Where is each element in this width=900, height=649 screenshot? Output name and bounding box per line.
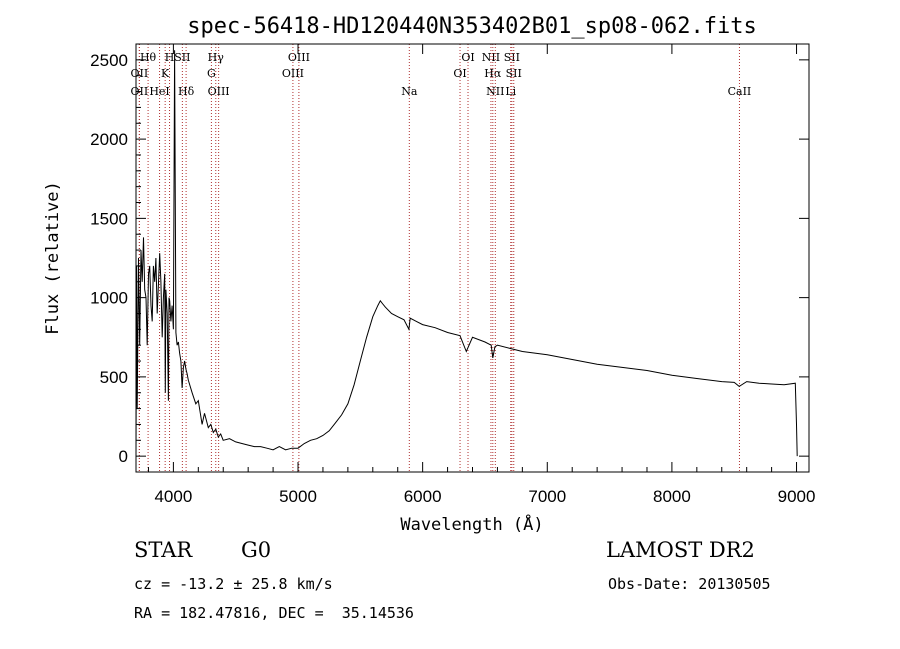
spectral-line-label: SII: [506, 67, 522, 80]
spectral-line-label: OII: [131, 67, 149, 80]
y-tick-label: 1500: [90, 209, 128, 228]
spectral-line-label: OIII: [208, 85, 230, 98]
redshift-velocity: cz = -13.2 ± 25.8 km/s: [134, 575, 333, 593]
x-tick-label: 4000: [154, 487, 192, 506]
spectral-line-label: OIII: [282, 67, 304, 80]
sky-coordinates: RA = 182.47816, DEC = 35.14536: [134, 604, 414, 622]
y-tick-label: 0: [119, 447, 128, 466]
object-subclass: G0: [241, 538, 272, 562]
spectral-line-label: Hδ: [178, 85, 195, 98]
y-axis-ticks: 0 500 1000 1500 2000 2500: [90, 43, 809, 473]
x-axis-ticks: 4000 5000 6000 7000 8000 9000: [147, 44, 816, 506]
x-tick-label: 6000: [404, 487, 442, 506]
spectral-line-label: NII: [486, 85, 504, 98]
y-tick-label: 2500: [90, 51, 128, 70]
spectral-line-label: NII: [482, 51, 500, 64]
spectral-line-label: Hα: [484, 67, 502, 80]
spectral-line-label: SII: [504, 51, 520, 64]
observation-date: Obs-Date: 20130505: [608, 575, 771, 593]
spectral-line-label: Na: [401, 85, 418, 98]
y-tick-label: 500: [100, 368, 128, 387]
spectral-line-label: Li: [505, 85, 516, 98]
spectral-line-label: K: [161, 67, 170, 80]
spectral-line-label: HeI: [149, 85, 169, 98]
spectrum-line: [135, 50, 798, 457]
spectral-line-label: CaII: [728, 85, 752, 98]
spectral-line-label: SII: [174, 51, 190, 64]
y-axis-label: Flux (relative): [43, 181, 63, 335]
object-class: STAR: [134, 538, 193, 562]
y-tick-label: 2000: [90, 130, 128, 149]
spectral-line-label: OI: [461, 51, 474, 64]
y-tick-label: 1000: [90, 289, 128, 308]
x-tick-label: 9000: [778, 487, 816, 506]
spectral-line-label: Hθ: [140, 51, 157, 64]
x-tick-label: 8000: [653, 487, 691, 506]
chart-title: spec-56418-HD120440N353402B01_sp08-062.f…: [187, 14, 757, 39]
x-axis-label: Wavelength (Å): [400, 513, 543, 535]
plot-frame: [135, 43, 810, 473]
x-tick-label: 5000: [279, 487, 317, 506]
spectral-line-label: H: [165, 51, 175, 64]
spectral-line-label: G: [207, 67, 216, 80]
survey-name: LAMOST DR2: [606, 538, 755, 562]
spectral-line-label: Hγ: [208, 51, 225, 64]
spectral-line-label: OI: [453, 67, 466, 80]
spectral-line-label: OIII: [288, 51, 310, 64]
x-tick-label: 7000: [528, 487, 566, 506]
